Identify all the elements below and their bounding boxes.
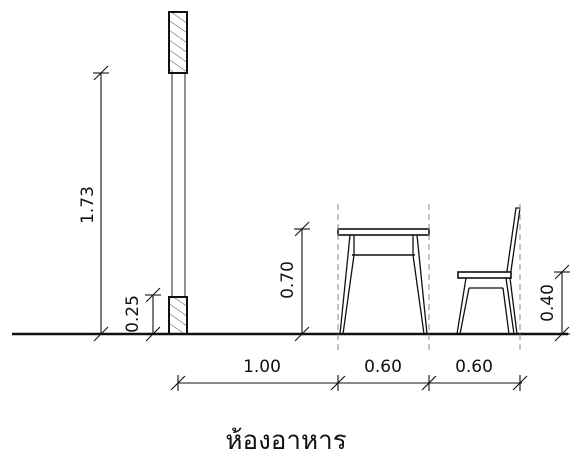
dim-label-post-height: 1.73	[78, 186, 98, 224]
chair-leg-back	[505, 277, 518, 335]
table-leg-left	[339, 234, 355, 335]
tick-seat-bottom-diag	[554, 326, 570, 342]
table-leg-right	[412, 234, 428, 335]
dim-label-clearance-width: 1.00	[243, 357, 281, 377]
dim-label-table-width: 0.60	[364, 357, 402, 377]
dim-label-chair-width: 0.60	[455, 357, 493, 377]
tick-h-178-diag	[170, 375, 186, 391]
post-base-hatched	[168, 296, 188, 335]
table-top	[337, 228, 430, 236]
tick-table-top-diag	[294, 221, 310, 237]
tick-post-top-diag	[93, 65, 109, 81]
tick-base-bottom-diag	[145, 326, 161, 342]
tick-base-top-diag	[145, 287, 161, 303]
dim-label-base-height: 0.25	[123, 295, 143, 333]
table	[337, 228, 430, 335]
tick-h-520-diag	[512, 375, 528, 391]
tick-post-bottom-diag	[93, 326, 109, 342]
dim-label-seat-height: 0.40	[538, 284, 558, 322]
post-shaft	[171, 72, 186, 298]
chair-seat	[457, 271, 512, 279]
chair-leg-back-inner	[502, 287, 510, 335]
tick-seat-top-diag	[554, 264, 570, 280]
dimension-lines	[93, 65, 570, 391]
post-cap-hatched	[168, 11, 188, 74]
tick-h-338-diag	[330, 375, 346, 391]
chair	[456, 207, 521, 335]
dim-label-table-height: 0.70	[278, 261, 298, 299]
extension-lines	[337, 204, 521, 352]
chair-leg-front	[456, 277, 470, 335]
room-caption: ห้องอาหาร	[225, 426, 347, 456]
tick-h-429-diag	[421, 375, 437, 391]
chair-backrest	[505, 207, 521, 279]
tick-table-bottom-diag	[294, 326, 310, 342]
post	[168, 11, 188, 335]
